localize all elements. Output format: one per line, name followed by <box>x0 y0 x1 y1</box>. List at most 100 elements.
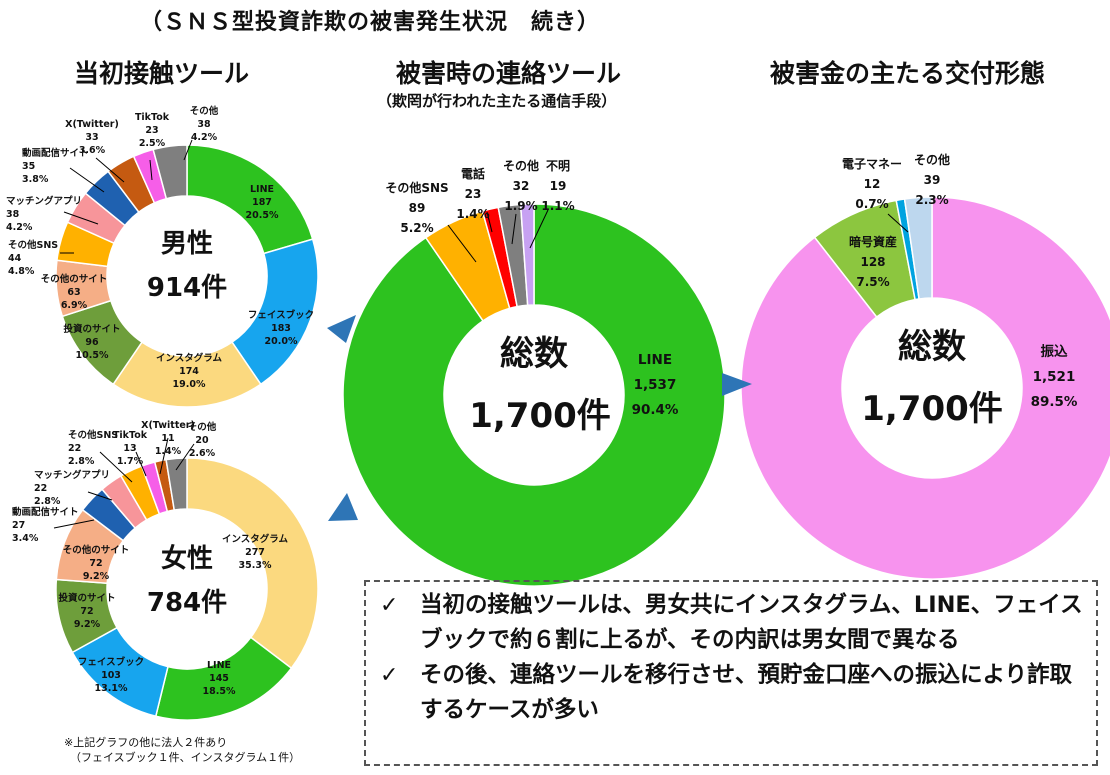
male-label-6-name: その他SNS <box>8 239 58 251</box>
payment-label-3-count: 12 <box>864 177 881 191</box>
payment-label-1-pct: 89.5% <box>1031 394 1078 410</box>
contact-leader-line-2 <box>447 224 477 263</box>
female-label-8-pct: 2.8% <box>68 456 95 467</box>
female-donut-chart: インスタグラム 277 35.3% LINE 145 18.5% フェイスブック 103 13.… <box>12 420 319 721</box>
male-label-6-count: 44 <box>8 253 22 264</box>
contact-center-total: 1,700件 <box>469 396 611 436</box>
payment-form-heading: 被害金の主たる交付形態 <box>770 59 1046 88</box>
contact-label-4-pct: 1.9% <box>504 199 537 213</box>
female-label-6-count: 27 <box>12 520 25 531</box>
male-label-4-pct: 10.5% <box>76 350 109 361</box>
summary-note-1-text: 当初の接触ツールは、男女共にインスタグラム、LINE、フェイスブックで約６割に上… <box>420 592 1083 653</box>
female-label-2-pct: 18.5% <box>203 686 236 697</box>
female-label-9-count: 13 <box>123 443 136 454</box>
payment-label-4-count: 39 <box>924 173 941 187</box>
male-label-11-count: 38 <box>197 119 211 130</box>
initial-contact-heading: 当初接触ツール <box>74 59 250 88</box>
female-leader-line-8 <box>99 451 133 483</box>
female-label-6-name: 動画配信サイト <box>12 506 79 518</box>
female-label-3-pct: 13.1% <box>95 683 128 694</box>
male-label-3-name: インスタグラム <box>156 352 223 364</box>
summary-note-1: ✓ 当初の接触ツールは、男女共にインスタグラム、LINE、フェイスブックで約６割… <box>380 588 1086 658</box>
male-donut-chart: LINE 187 20.5% フェイスブック 183 20.0% インスタグラム 174 19.… <box>6 105 319 408</box>
male-leader-line-9 <box>95 157 125 183</box>
female-label-9-name: TikTok <box>113 430 148 441</box>
female-label-11-pct: 2.6% <box>189 448 216 459</box>
female-label-8-name: その他SNS <box>68 429 118 441</box>
male-label-8-pct: 3.8% <box>22 174 49 185</box>
female-leader-line-10 <box>159 437 169 475</box>
summary-note-2-text: その後、連絡ツールを移行させ、預貯金口座への振込により詐取するケースが多い <box>420 662 1073 723</box>
contact-label-3-name: 電話 <box>461 166 485 181</box>
male-label-3-count: 174 <box>179 366 199 377</box>
female-label-4-count: 72 <box>80 606 93 617</box>
female-label-7-pct: 2.8% <box>34 496 61 507</box>
female-leader-line-7 <box>87 491 113 501</box>
male-label-2-name: フェイスブック <box>248 309 314 321</box>
payment-label-3-pct: 0.7% <box>855 197 888 211</box>
contact-leader-line-4 <box>511 213 517 245</box>
payment-center-total: 1,700件 <box>861 389 1003 429</box>
female-label-4-pct: 9.2% <box>74 619 101 630</box>
male-label-7-pct: 4.2% <box>6 222 33 233</box>
contact-tool-subheading: （欺罔が行われた主たる通信手段） <box>377 92 617 110</box>
female-label-5-count: 72 <box>89 558 102 569</box>
contact-label-1-pct: 90.4% <box>632 402 679 418</box>
male-center-total: 914件 <box>147 273 227 303</box>
male-label-2-pct: 20.0% <box>265 336 298 347</box>
arrow-male-to-contact-icon <box>327 315 356 343</box>
female-label-7-count: 22 <box>34 483 47 494</box>
arrow-female-to-contact-icon <box>328 493 358 521</box>
payment-label-2-name: 暗号資産 <box>849 234 897 249</box>
payment-label-4-name: その他 <box>914 152 950 167</box>
female-label-7-name: マッチングアプリ <box>34 469 110 481</box>
contact-slice-5-unknown <box>519 203 535 307</box>
male-label-10-name: TikTok <box>135 112 170 123</box>
contact-label-3-pct: 1.4% <box>456 207 489 221</box>
payment-label-1-name: 振込 <box>1041 343 1069 360</box>
contact-tool-heading: 被害時の連絡ツール <box>396 59 622 88</box>
male-leader-line-8 <box>69 167 105 193</box>
female-label-9-pct: 1.7% <box>117 456 144 467</box>
contact-label-5-pct: 1.1% <box>541 199 574 213</box>
male-label-5-name: その他のサイト <box>41 273 108 285</box>
male-label-1-pct: 20.5% <box>246 210 279 221</box>
contact-label-2-pct: 5.2% <box>400 221 433 235</box>
footnote-line-1: ※上記グラフの他に法人２件あり <box>64 736 228 749</box>
male-label-3-pct: 19.0% <box>173 379 206 390</box>
female-label-3-count: 103 <box>101 670 121 681</box>
female-leader-line-9 <box>135 451 147 477</box>
arrow-contact-to-payment-icon <box>722 373 752 396</box>
female-label-10-name: X(Twitter) <box>141 420 195 431</box>
male-label-9-count: 33 <box>85 132 98 143</box>
contact-label-2-count: 89 <box>409 201 426 215</box>
female-label-1-count: 277 <box>245 547 265 558</box>
male-label-10-count: 23 <box>145 125 158 136</box>
checkmark-icon: ✓ <box>380 663 399 688</box>
male-label-11-pct: 4.2% <box>191 132 218 143</box>
female-label-5-name: その他のサイト <box>63 544 130 556</box>
male-label-1-count: 187 <box>252 197 272 208</box>
male-label-4-name: 投資のサイト <box>63 323 120 335</box>
contact-label-2-name: その他SNS <box>385 180 448 195</box>
female-label-2-count: 145 <box>209 673 229 684</box>
contact-label-1-name: LINE <box>638 352 672 368</box>
female-label-10-pct: 1.4% <box>155 446 182 457</box>
payment-center-label: 総数 <box>898 327 966 367</box>
contact-label-5-name: 不明 <box>546 159 570 173</box>
payment-form-donut-chart: 振込 1,521 89.5% 暗号資産 128 7.5% 電子マネー 12 0.7% その他 39 2… <box>740 152 1110 580</box>
female-label-2-name: LINE <box>207 660 231 671</box>
contact-center-label: 総数 <box>500 334 568 374</box>
male-label-6-pct: 4.8% <box>8 266 35 277</box>
female-slice-11-other <box>165 457 188 511</box>
male-label-5-count: 63 <box>67 287 80 298</box>
footnote-line-2: （フェイスブック１件、インスタグラム１件） <box>70 751 301 764</box>
female-center-total: 784件 <box>147 588 227 618</box>
female-leader-line-11 <box>175 443 195 471</box>
female-label-11-name: その他 <box>188 421 217 433</box>
payment-label-1-count: 1,521 <box>1033 369 1076 385</box>
payment-label-3-name: 電子マネー <box>842 157 902 171</box>
contact-label-3-count: 23 <box>465 187 482 201</box>
male-label-2-count: 183 <box>271 323 291 334</box>
